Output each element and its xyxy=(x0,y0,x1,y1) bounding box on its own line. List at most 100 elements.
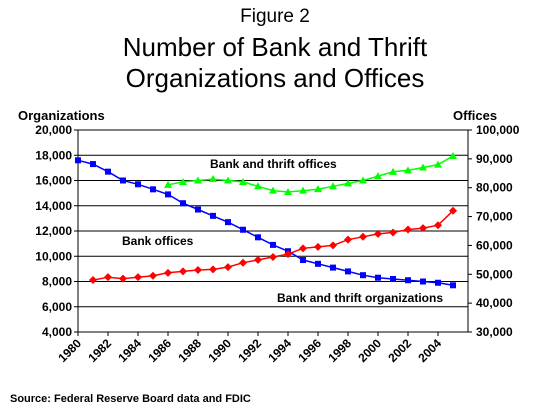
series-marker xyxy=(345,268,351,275)
series-marker xyxy=(134,273,142,282)
series-marker xyxy=(180,200,186,207)
series-marker xyxy=(404,166,412,174)
right-axis-tick-label: 30,000 xyxy=(476,325,513,339)
series-marker xyxy=(450,282,456,289)
series-marker xyxy=(405,277,411,284)
right-axis-title: Offices xyxy=(453,108,498,123)
series-marker xyxy=(315,260,321,267)
series-marker xyxy=(254,182,262,190)
series-marker xyxy=(300,257,306,264)
left-axis-tick-label: 16,000 xyxy=(35,174,72,188)
series-marker xyxy=(434,160,442,168)
series-marker xyxy=(344,179,352,187)
right-axis-tick-label: 40,000 xyxy=(476,296,513,310)
series-marker xyxy=(359,232,367,241)
series-marker xyxy=(330,264,336,271)
series-marker xyxy=(390,275,396,282)
x-axis-tick-label: 1996 xyxy=(295,336,324,365)
left-axis-tick-label: 14,000 xyxy=(35,199,72,213)
series-annotation: Bank offices xyxy=(122,234,194,248)
chart-title-line-1: Number of Bank and Thrift xyxy=(122,32,428,62)
right-axis-tick-label: 100,000 xyxy=(476,123,520,137)
chart-title-line-2: Organizations and Offices xyxy=(125,63,425,93)
series-marker xyxy=(269,252,277,261)
left-axis-tick-label: 8,000 xyxy=(42,275,72,289)
series-marker xyxy=(375,274,381,281)
series-marker xyxy=(239,258,247,267)
series-marker xyxy=(164,268,172,277)
series-marker xyxy=(329,182,337,190)
x-axis-tick-label: 1990 xyxy=(205,336,234,365)
series-marker xyxy=(225,219,231,226)
series-marker xyxy=(209,175,217,183)
series-marker xyxy=(195,206,201,213)
series-marker xyxy=(420,278,426,285)
left-axis-title: Organizations xyxy=(18,108,105,123)
series-marker xyxy=(389,167,397,175)
series-marker xyxy=(119,274,127,283)
x-axis-tick-label: 2000 xyxy=(355,336,384,365)
series-marker xyxy=(75,157,81,164)
x-axis-tick-label: 1986 xyxy=(145,336,174,365)
series-marker xyxy=(165,191,171,198)
series-marker xyxy=(210,212,216,219)
series-marker xyxy=(254,255,262,264)
left-axis-tick-label: 20,000 xyxy=(35,123,72,137)
series-marker xyxy=(314,242,322,251)
series-marker xyxy=(120,177,126,184)
series-annotation: Bank and thrift organizations xyxy=(277,291,443,305)
series-marker xyxy=(194,176,202,184)
series-marker xyxy=(419,163,427,171)
series-marker xyxy=(344,235,352,244)
right-axis-tick-label: 60,000 xyxy=(476,238,513,252)
series-marker xyxy=(270,241,276,248)
series-marker xyxy=(179,267,187,276)
x-axis-tick-label: 1994 xyxy=(265,336,294,365)
series-marker xyxy=(435,279,441,286)
series-marker xyxy=(179,177,187,185)
chart-title: Number of Bank and Thrift Organizations … xyxy=(0,32,550,94)
series-marker xyxy=(239,177,247,185)
x-axis-tick-label: 1984 xyxy=(115,336,144,365)
right-axis-tick-label: 70,000 xyxy=(476,210,513,224)
x-axis-tick-label: 1982 xyxy=(85,336,114,365)
series-marker xyxy=(194,265,202,274)
series-marker xyxy=(164,180,172,188)
series-marker xyxy=(284,188,292,196)
series-marker xyxy=(269,186,277,194)
left-axis-tick-label: 18,000 xyxy=(35,148,72,162)
series-marker xyxy=(90,161,96,168)
series-line xyxy=(77,159,454,287)
series-marker xyxy=(449,206,457,215)
series-marker xyxy=(360,272,366,279)
x-axis-tick-label: 2004 xyxy=(415,336,444,365)
series-marker xyxy=(329,241,337,250)
left-axis-tick-label: 6,000 xyxy=(42,300,72,314)
series-marker xyxy=(224,176,232,184)
right-axis-tick-label: 50,000 xyxy=(476,267,513,281)
series-marker xyxy=(299,186,307,194)
x-axis-tick-label: 1988 xyxy=(175,336,204,365)
series-marker xyxy=(314,185,322,193)
right-axis-tick-label: 80,000 xyxy=(476,181,513,195)
series-marker xyxy=(404,225,412,234)
series-marker xyxy=(149,271,157,280)
x-axis-tick-label: 1992 xyxy=(235,336,264,365)
series-marker xyxy=(374,172,382,180)
series-marker xyxy=(449,151,457,159)
series-marker xyxy=(374,229,382,238)
source-note: Source: Federal Reserve Board data and F… xyxy=(10,393,251,405)
left-axis-tick-label: 10,000 xyxy=(35,249,72,263)
series-marker xyxy=(284,250,292,259)
series-marker xyxy=(135,181,141,188)
series-marker xyxy=(150,186,156,193)
series-marker xyxy=(104,273,112,282)
left-axis-tick-label: 12,000 xyxy=(35,224,72,238)
series-line xyxy=(167,155,454,193)
left-axis-tick-label: 4,000 xyxy=(42,325,72,339)
series-marker xyxy=(255,234,261,241)
series-marker xyxy=(105,168,111,175)
series-marker xyxy=(419,224,427,233)
series-marker xyxy=(389,228,397,237)
